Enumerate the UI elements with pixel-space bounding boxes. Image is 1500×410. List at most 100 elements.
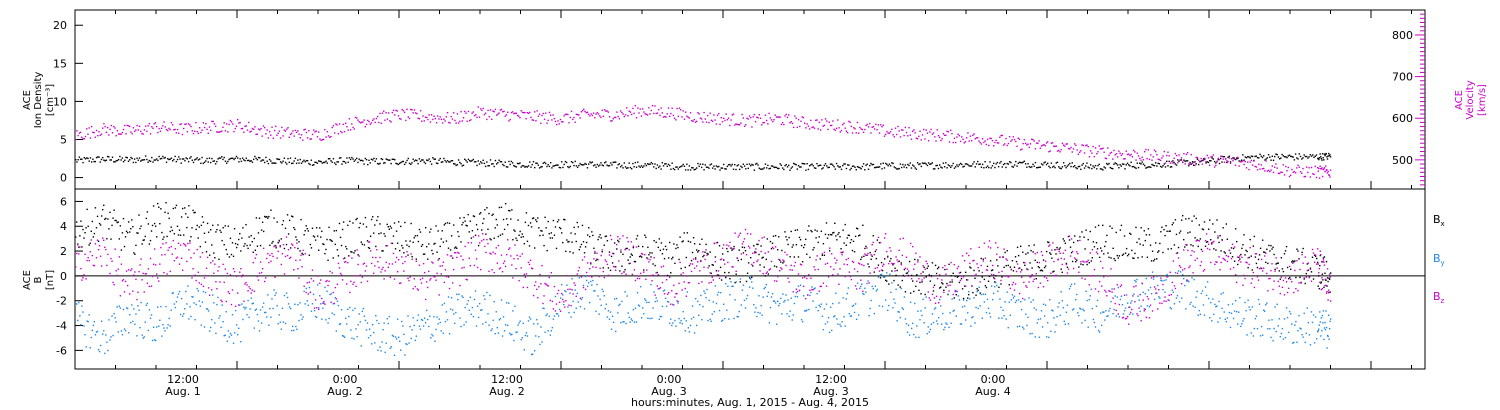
bx-point <box>465 224 467 227</box>
bx-point <box>1252 245 1255 247</box>
velocity-point <box>829 124 832 127</box>
density-point <box>1242 154 1244 156</box>
density-point <box>272 162 274 164</box>
by-point <box>574 289 576 291</box>
bx-point <box>214 257 216 259</box>
velocity-point <box>1215 164 1217 167</box>
bz-point <box>242 274 244 276</box>
bx-point <box>1276 262 1278 265</box>
bx-point <box>913 290 915 293</box>
by-point <box>1303 312 1305 314</box>
bx-point <box>575 240 577 243</box>
bz-point <box>278 240 280 243</box>
bx-point <box>723 259 725 261</box>
bz-point <box>150 285 153 287</box>
velocity-point <box>931 133 934 135</box>
x-tick-label-time: 0:00 <box>657 373 682 386</box>
bz-point <box>120 263 123 265</box>
by-point <box>959 323 962 325</box>
density-point <box>831 163 833 165</box>
by-point <box>342 335 345 337</box>
bx-point <box>1322 279 1324 281</box>
velocity-point <box>498 112 500 114</box>
density-point <box>424 162 427 165</box>
bx-point <box>849 241 852 244</box>
velocity-point <box>142 133 144 135</box>
density-point <box>419 160 422 163</box>
bx-point <box>1147 228 1150 230</box>
velocity-point <box>464 110 466 113</box>
density-point <box>801 162 803 165</box>
velocity-point <box>572 118 574 121</box>
velocity-point <box>699 117 702 119</box>
by-point <box>580 298 583 301</box>
by-point <box>739 278 742 280</box>
density-point <box>764 163 767 165</box>
velocity-point <box>178 132 180 134</box>
bx-point <box>1124 252 1127 254</box>
density-point <box>1266 157 1269 159</box>
bx-point <box>650 256 652 258</box>
velocity-point <box>929 131 931 133</box>
by-point <box>1256 327 1259 330</box>
bx-point <box>839 236 841 238</box>
by-point <box>899 316 901 319</box>
velocity-point <box>643 111 645 113</box>
density-point <box>1053 165 1055 167</box>
bx-point <box>1034 259 1036 262</box>
by-point <box>275 292 277 294</box>
bx-point <box>187 216 189 219</box>
bx-point <box>1084 248 1086 250</box>
velocity-point <box>545 112 547 114</box>
by-point <box>1237 323 1239 325</box>
density-point <box>1092 165 1094 167</box>
bx-point <box>982 258 985 260</box>
velocity-point <box>970 140 973 142</box>
bz-point <box>305 291 307 294</box>
density-point <box>1264 159 1266 161</box>
density-point <box>305 159 308 162</box>
velocity-point <box>592 112 595 114</box>
bz-point <box>94 243 97 245</box>
velocity-point <box>1062 144 1065 146</box>
by-point <box>1204 286 1207 288</box>
velocity-point <box>632 107 634 110</box>
density-point <box>1126 162 1129 165</box>
bz-point <box>187 242 189 245</box>
bx-point <box>1306 263 1309 265</box>
velocity-point <box>1288 175 1291 178</box>
velocity-point <box>1108 154 1110 156</box>
by-point <box>1163 279 1165 282</box>
by-point <box>430 337 432 339</box>
bz-point <box>89 250 91 253</box>
bx-point <box>150 230 153 232</box>
velocity-point <box>684 111 687 113</box>
by-point <box>1325 310 1327 312</box>
density-point <box>1124 168 1126 170</box>
density-point <box>1157 162 1159 165</box>
bx-point <box>1191 220 1193 222</box>
by-point <box>1112 312 1114 315</box>
density-point <box>590 162 592 164</box>
bx-point <box>489 238 491 240</box>
by-point <box>1322 322 1324 324</box>
density-tick-label: 0 <box>60 172 67 185</box>
density-point <box>1037 166 1039 169</box>
by-point <box>1123 310 1126 312</box>
density-point <box>470 160 472 162</box>
by-point <box>129 314 131 316</box>
bx-point <box>769 240 772 243</box>
by-point <box>1318 328 1320 330</box>
density-point <box>1227 156 1229 159</box>
bx-point <box>626 247 628 250</box>
bx-point <box>1146 256 1149 258</box>
density-point <box>1007 163 1010 165</box>
by-point <box>100 320 103 322</box>
velocity-point <box>957 133 959 135</box>
by-point <box>1081 322 1083 324</box>
by-point <box>482 323 484 325</box>
bz-point <box>376 249 378 251</box>
bx-point <box>1199 238 1202 240</box>
velocity-point <box>306 137 309 139</box>
bx-point <box>1200 248 1203 251</box>
